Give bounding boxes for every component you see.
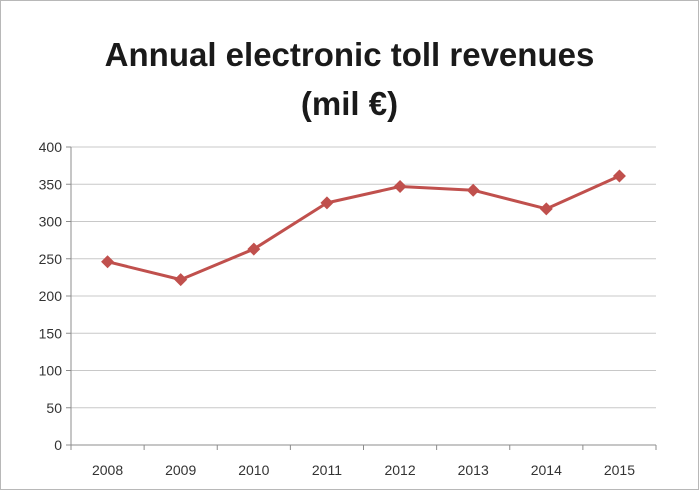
chart-title: Annual electronic toll revenues (mil €) — [0, 30, 699, 128]
data-point-2014 — [539, 202, 553, 216]
y-axis-tick-labels: 0 50 100 150 200 250 300 350 400 — [39, 139, 63, 453]
data-point-2011 — [320, 196, 334, 210]
x-tick-label-2010: 2010 — [238, 462, 269, 478]
x-tick-label-2008: 2008 — [92, 462, 123, 478]
x-tick-label-2013: 2013 — [458, 462, 489, 478]
x-tick-label-2009: 2009 — [165, 462, 196, 478]
data-point-2013 — [466, 183, 480, 197]
y-tick-label-400: 400 — [39, 139, 63, 155]
chart-title-line-1: Annual electronic toll revenues — [104, 36, 595, 73]
series-line — [107, 174, 621, 282]
chart-title-line-2: (mil €) — [300, 85, 399, 122]
x-tick-label-2014: 2014 — [531, 462, 562, 478]
grid-lines — [71, 146, 656, 409]
series-revenue — [101, 169, 626, 287]
y-tick-label-50: 50 — [46, 400, 62, 416]
x-tick-label-2015: 2015 — [604, 462, 635, 478]
y-tick-label-0: 0 — [54, 437, 62, 453]
axes — [66, 146, 657, 450]
y-tick-label-300: 300 — [39, 214, 63, 230]
x-axis-tick-labels: 2008 2009 2010 2011 2012 2013 2014 2015 — [92, 462, 635, 478]
data-point-2008 — [101, 255, 115, 269]
x-tick-label-2011: 2011 — [312, 462, 342, 478]
y-tick-label-100: 100 — [39, 363, 63, 379]
data-point-2010 — [247, 242, 261, 256]
y-tick-label-150: 150 — [39, 325, 63, 341]
data-point-2009 — [174, 273, 188, 287]
y-tick-label-350: 350 — [39, 176, 63, 192]
y-tick-label-250: 250 — [39, 251, 63, 267]
y-tick-label-200: 200 — [39, 288, 63, 304]
data-point-2015 — [612, 169, 626, 183]
x-tick-label-2012: 2012 — [384, 462, 415, 478]
data-point-2012 — [393, 179, 407, 193]
